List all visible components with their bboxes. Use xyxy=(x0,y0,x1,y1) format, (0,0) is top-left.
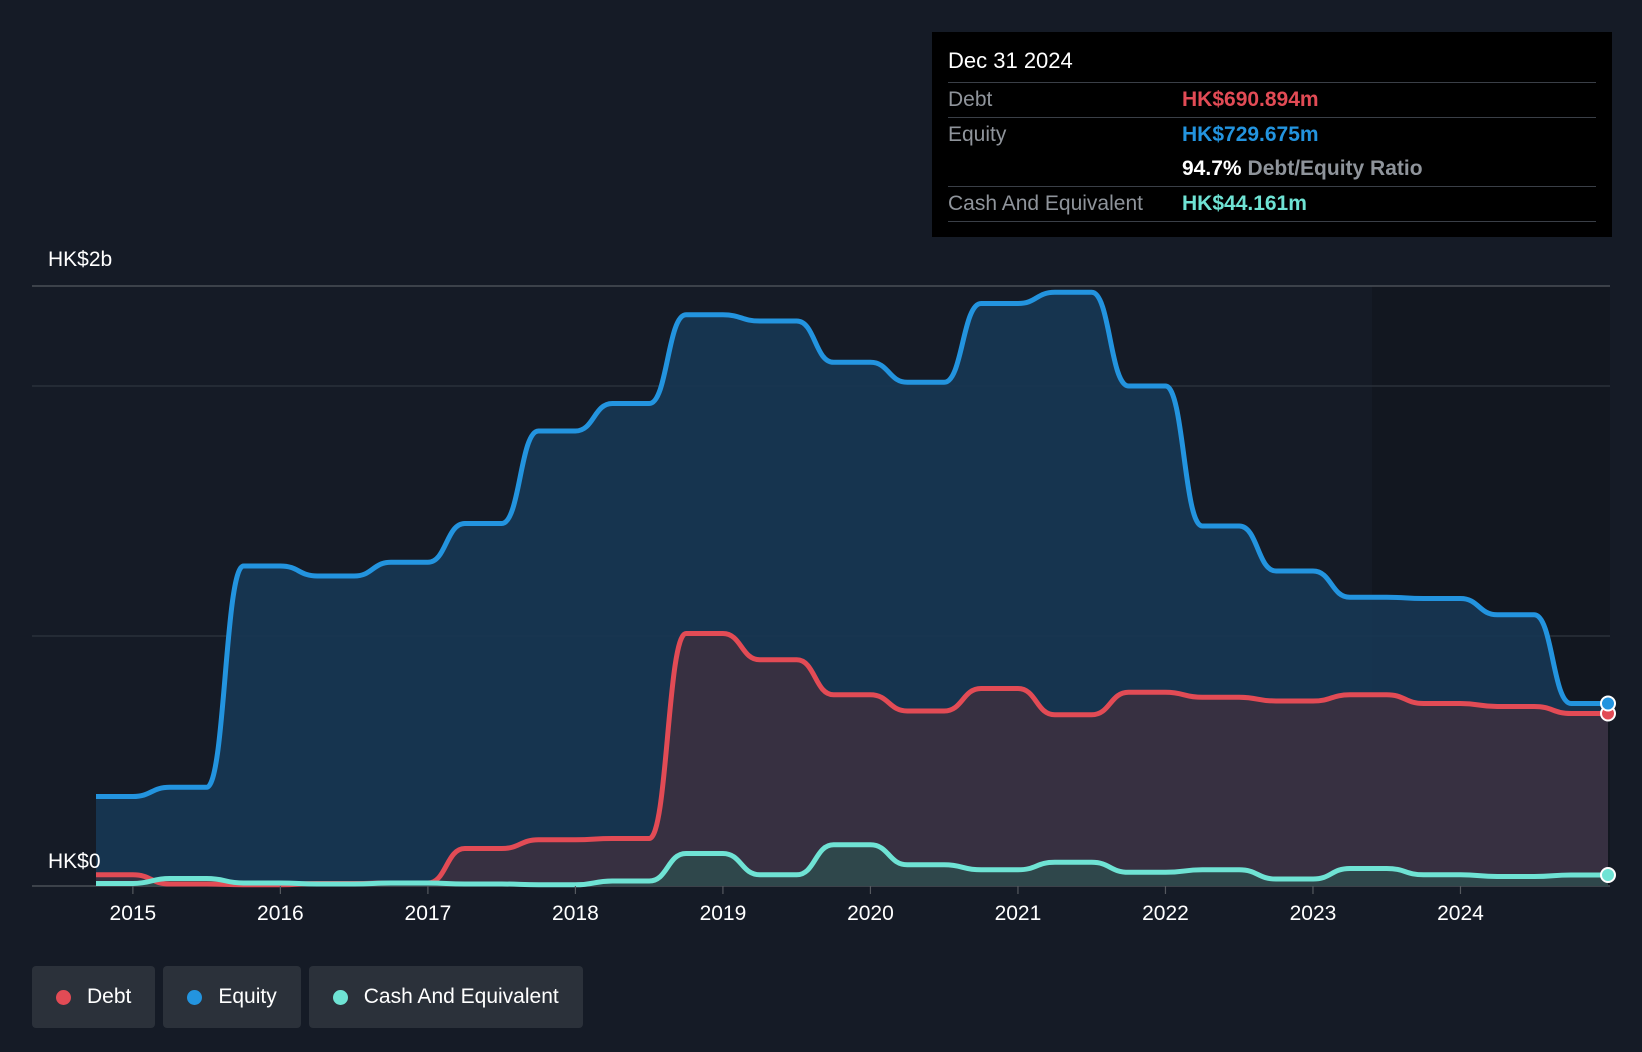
x-axis-ticks: 2015 2016 2017 2018 2019 2020 2021 2022 2023 2024 xyxy=(110,886,1484,925)
tooltip-cash-label: Cash And Equivalent xyxy=(948,192,1143,215)
x-tick-label: 2024 xyxy=(1437,902,1484,925)
x-tick-label: 2023 xyxy=(1290,902,1337,925)
legend: Debt Equity Cash And Equivalent xyxy=(32,966,583,1028)
x-tick-label: 2021 xyxy=(995,902,1042,925)
tooltip-row-debt: Debt HK$690.894m xyxy=(948,82,1596,117)
tooltip-debt-label: Debt xyxy=(948,88,993,111)
area-cash-and-equivalent xyxy=(96,844,1608,886)
legend-label-debt: Debt xyxy=(87,985,132,1008)
tooltip-row-ratio: 94.7% Debt/Equity Ratio xyxy=(948,152,1596,186)
legend-dot-equity-icon xyxy=(187,989,203,1005)
line-cash-and-equivalent xyxy=(96,842,1608,888)
end-marker-cash-and-equivalent xyxy=(1600,867,1616,883)
y-top-label: HK$2b xyxy=(48,248,113,271)
tooltip-equity-value: HK$729.675m xyxy=(1182,123,1319,146)
legend-label-cash: Cash And Equivalent xyxy=(363,985,559,1008)
x-tick-label: 2020 xyxy=(847,902,894,925)
x-tick-label: 2017 xyxy=(405,902,452,925)
tooltip-ratio-value: 94.7% xyxy=(1182,157,1242,180)
x-tick-label: 2018 xyxy=(552,902,599,925)
end-marker-equity xyxy=(1600,695,1616,712)
area-debt xyxy=(96,633,1608,886)
series-areas xyxy=(96,292,1608,886)
tooltip-panel: Dec 31 2024 Debt HK$690.894m Equity HK$7… xyxy=(932,32,1612,237)
tooltip-cash-value: HK$44.161m xyxy=(1182,192,1307,215)
legend-item-debt[interactable]: Debt xyxy=(32,966,156,1028)
end-markers xyxy=(1600,695,1616,883)
tooltip-ratio-label: Debt/Equity Ratio xyxy=(1247,157,1423,180)
line-equity xyxy=(96,289,1608,799)
tooltip-debt-value: HK$690.894m xyxy=(1182,88,1319,111)
tooltip-date: Dec 31 2024 xyxy=(948,48,1073,73)
legend-dot-debt-icon xyxy=(56,989,71,1005)
legend-item-equity[interactable]: Equity xyxy=(163,966,301,1028)
tooltip-equity-label: Equity xyxy=(948,123,1007,146)
legend-item-cash[interactable]: Cash And Equivalent xyxy=(308,966,583,1028)
x-tick-label: 2022 xyxy=(1142,902,1189,925)
tooltip-row-cash: Cash And Equivalent HK$44.161m xyxy=(948,186,1596,222)
x-tick-label: 2015 xyxy=(110,902,157,925)
x-tick-label: 2019 xyxy=(700,902,747,925)
series-lines xyxy=(96,289,1608,888)
legend-label-equity: Equity xyxy=(218,985,277,1008)
y-bottom-label: HK$0 xyxy=(48,850,101,873)
x-tick-label: 2016 xyxy=(257,902,304,925)
tooltip-row-equity: Equity HK$729.675m xyxy=(948,117,1596,152)
legend-dot-cash-icon xyxy=(332,989,348,1005)
